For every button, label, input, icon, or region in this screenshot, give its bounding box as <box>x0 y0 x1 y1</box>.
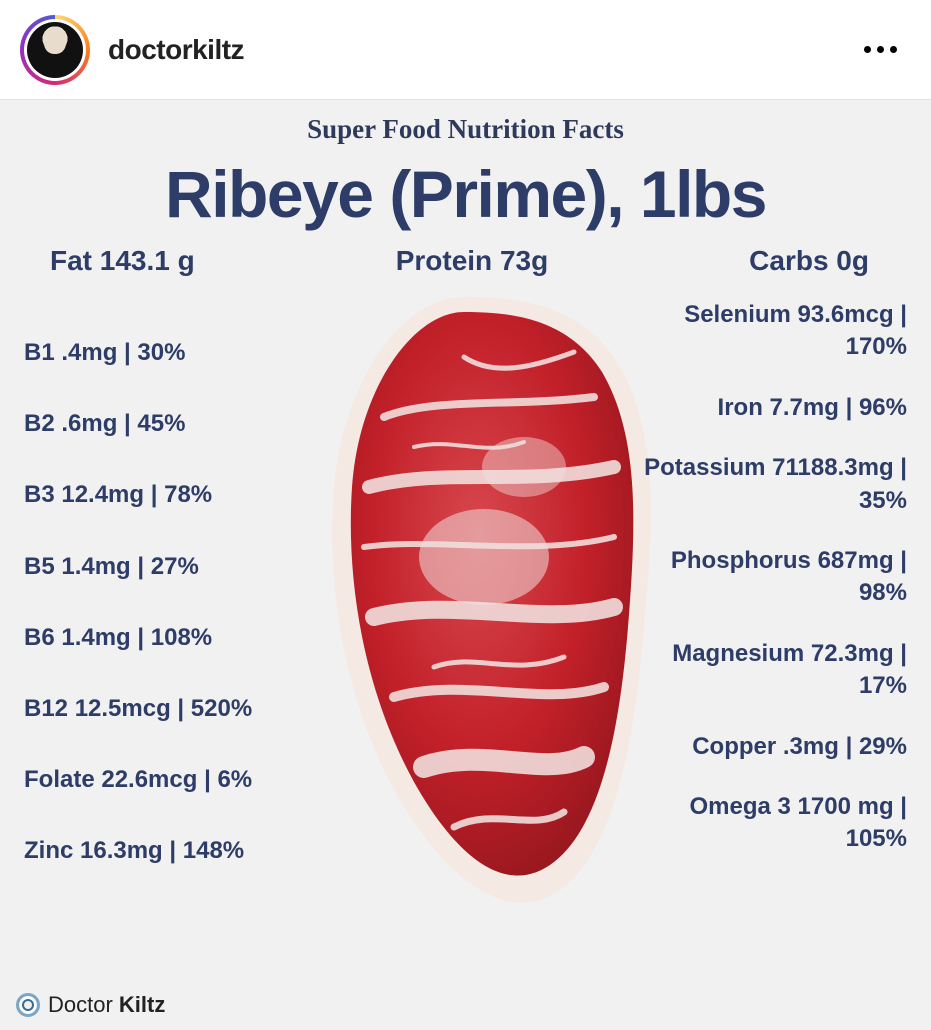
nutrient-item: Folate 22.6mcg | 6% <box>24 764 324 795</box>
nutrient-item: B5 1.4mg | 27% <box>24 551 324 582</box>
brand-footer: Doctor Kiltz <box>16 992 165 1018</box>
nutrients-right: Selenium 93.6mcg | 170% Iron 7.7mg | 96%… <box>637 299 907 884</box>
nutrient-item: B12 12.5mcg | 520% <box>24 693 324 724</box>
avatar-inner <box>24 19 86 81</box>
infographic-body: B1 .4mg | 30% B2 .6mg | 45% B3 12.4mg | … <box>24 287 907 947</box>
nutrient-item: Iron 7.7mg | 96% <box>637 392 907 424</box>
infographic-supertitle: Super Food Nutrition Facts <box>24 114 907 145</box>
nutrient-item: Phosphorus 687mg | 98% <box>637 545 907 610</box>
nutrient-item: Selenium 93.6mcg | 170% <box>637 299 907 364</box>
username[interactable]: doctorkiltz <box>108 34 244 66</box>
brand-text: Doctor Kiltz <box>48 992 165 1018</box>
avatar-story-ring[interactable] <box>20 15 90 85</box>
more-options-icon[interactable] <box>854 36 907 63</box>
nutrient-item: Omega 3 1700 mg | 105% <box>637 791 907 856</box>
macro-protein: Protein 73g <box>396 245 548 277</box>
post-content: Super Food Nutrition Facts Ribeye (Prime… <box>0 100 931 1030</box>
nutrient-item: Copper .3mg | 29% <box>637 731 907 763</box>
nutrient-item: B6 1.4mg | 108% <box>24 622 324 653</box>
nutrient-item: Magnesium 72.3mg | 17% <box>637 638 907 703</box>
nutrient-item: B1 .4mg | 30% <box>24 337 324 368</box>
avatar[interactable] <box>27 22 83 78</box>
nutrient-item: B2 .6mg | 45% <box>24 408 324 439</box>
infographic-title: Ribeye (Prime), 1lbs <box>24 161 907 227</box>
macro-fat: Fat 143.1 g <box>50 245 195 277</box>
brand-first: Doctor <box>48 992 113 1017</box>
nutrient-item: Zinc 16.3mg | 148% <box>24 835 324 866</box>
nutrient-item: B3 12.4mg | 78% <box>24 479 324 510</box>
steak-image <box>314 287 674 917</box>
post-header: doctorkiltz <box>0 0 931 100</box>
nutrients-left: B1 .4mg | 30% B2 .6mg | 45% B3 12.4mg | … <box>24 337 324 907</box>
nutrient-item: Potassium 71188.3mg | 35% <box>637 452 907 517</box>
header-left: doctorkiltz <box>20 15 244 85</box>
macro-carbs: Carbs 0g <box>749 245 869 277</box>
macros-row: Fat 143.1 g Protein 73g Carbs 0g <box>24 245 907 277</box>
brand-logo-icon <box>16 993 40 1017</box>
brand-last: Kiltz <box>119 992 165 1017</box>
instagram-post: doctorkiltz Super Food Nutrition Facts R… <box>0 0 931 1030</box>
